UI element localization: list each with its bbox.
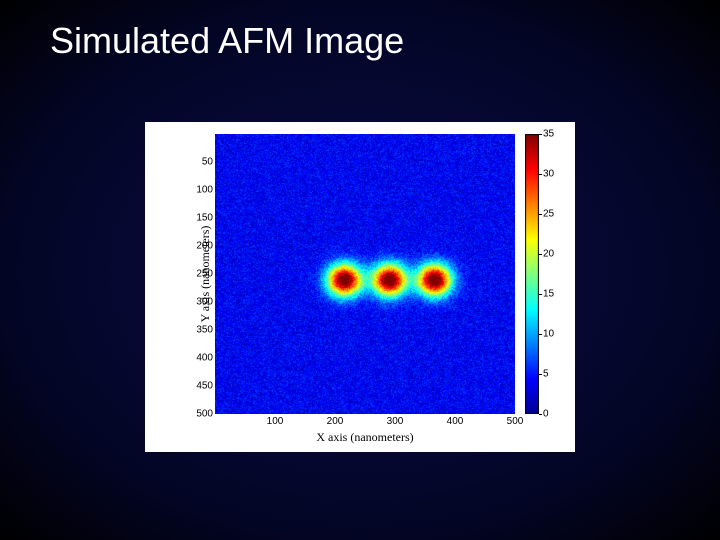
colorbar-tick-mark xyxy=(539,374,542,375)
colorbar-tick-mark xyxy=(539,134,542,135)
y-tick-label: 250 xyxy=(187,269,213,280)
y-tick-label: 350 xyxy=(187,325,213,336)
colorbar xyxy=(525,134,539,414)
colorbar-tick-label: 10 xyxy=(543,329,554,340)
colorbar-tick-label: 20 xyxy=(543,249,554,260)
y-tick-label: 400 xyxy=(187,353,213,364)
colorbar-tick-mark xyxy=(539,334,542,335)
x-tick-label: 200 xyxy=(320,416,350,427)
y-tick-label: 150 xyxy=(187,213,213,224)
heatmap-canvas xyxy=(215,134,515,414)
x-tick-label: 100 xyxy=(260,416,290,427)
y-tick-label: 500 xyxy=(187,409,213,420)
figure-panel: Y axis (nanometers) X axis (nanometers) … xyxy=(145,122,575,452)
colorbar-tick-mark xyxy=(539,254,542,255)
heatmap-plot xyxy=(215,134,515,414)
y-tick-label: 450 xyxy=(187,381,213,392)
y-tick-label: 50 xyxy=(187,157,213,168)
slide-title: Simulated AFM Image xyxy=(50,20,404,62)
x-axis-label: X axis (nanometers) xyxy=(316,430,413,445)
colorbar-tick-label: 15 xyxy=(543,289,554,300)
colorbar-tick-mark xyxy=(539,294,542,295)
colorbar-tick-mark xyxy=(539,214,542,215)
colorbar-tick-label: 35 xyxy=(543,129,554,140)
colorbar-canvas xyxy=(525,134,539,414)
y-tick-label: 100 xyxy=(187,185,213,196)
colorbar-tick-label: 5 xyxy=(543,369,549,380)
y-tick-label: 200 xyxy=(187,241,213,252)
colorbar-tick-label: 25 xyxy=(543,209,554,220)
x-tick-label: 300 xyxy=(380,416,410,427)
colorbar-tick-label: 30 xyxy=(543,169,554,180)
colorbar-tick-mark xyxy=(539,174,542,175)
y-tick-label: 300 xyxy=(187,297,213,308)
x-tick-label: 400 xyxy=(440,416,470,427)
colorbar-tick-mark xyxy=(539,414,542,415)
x-tick-label: 500 xyxy=(500,416,530,427)
colorbar-tick-label: 0 xyxy=(543,409,549,420)
